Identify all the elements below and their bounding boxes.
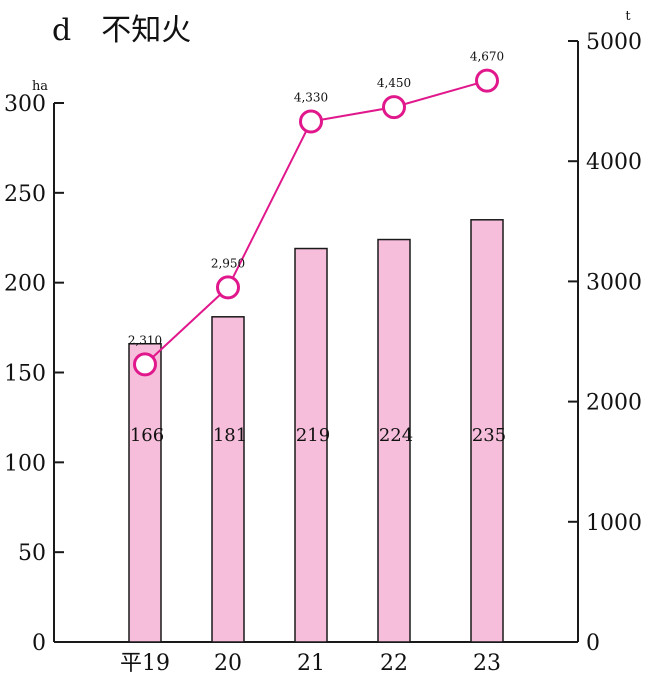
- x-tick-label: 22: [380, 651, 408, 675]
- line-value-labels: 2,310 2,950 4,330 4,450 4,670: [128, 50, 504, 348]
- line-value-label: 4,670: [470, 50, 504, 64]
- left-tick-label: 150: [4, 362, 46, 387]
- left-tick-label: 100: [4, 451, 46, 476]
- left-tick-label: 250: [4, 182, 46, 207]
- left-tick-label: 300: [4, 92, 46, 117]
- bar-value-labels: 166 181 219 224 235: [130, 425, 506, 446]
- line-point: [382, 95, 406, 120]
- bar-value-label: 235: [472, 425, 506, 446]
- line-value-label: 2,310: [128, 333, 162, 347]
- x-axis-labels: 平19 20 21 22 23: [120, 651, 501, 675]
- right-tick-label: 1000: [586, 511, 642, 536]
- x-tick-label: 平19: [120, 651, 170, 675]
- bar-value-label: 166: [130, 425, 164, 446]
- right-axis-unit: t: [625, 9, 631, 24]
- line-point: [133, 352, 157, 377]
- bar-value-label: 219: [296, 425, 330, 446]
- line-point: [216, 275, 240, 300]
- left-axis-unit: ha: [32, 79, 48, 94]
- left-tick-label: 200: [4, 272, 46, 297]
- x-tick-label: 21: [297, 651, 325, 675]
- right-tick-label: 0: [586, 631, 600, 656]
- line-value-label: 4,330: [294, 91, 328, 105]
- bar-value-label: 224: [379, 425, 413, 446]
- line-series: [133, 68, 499, 377]
- left-tick-label: 0: [32, 631, 46, 656]
- line-value-label: 2,950: [211, 256, 245, 270]
- bar-series: [128, 219, 504, 643]
- right-axis-ticks: 0 1000 2000 3000 4000 5000: [568, 30, 642, 656]
- bar-value-label: 181: [213, 425, 247, 446]
- bar: [377, 238, 411, 643]
- left-tick-label: 50: [18, 541, 46, 566]
- left-axis-ticks: 0 50 100 150 200 250 300: [4, 92, 64, 656]
- bar: [294, 247, 328, 643]
- right-tick-label: 2000: [586, 391, 642, 416]
- right-tick-label: 5000: [586, 30, 642, 55]
- bar: [128, 343, 162, 643]
- bar: [470, 219, 504, 643]
- x-tick-label: 23: [473, 651, 501, 675]
- x-tick-label: 20: [214, 651, 242, 675]
- line-point: [299, 109, 323, 134]
- line-point: [475, 68, 499, 93]
- bar: [211, 316, 245, 643]
- chart-title: d 不知火: [52, 13, 191, 48]
- line-value-label: 4,450: [377, 76, 411, 90]
- right-tick-label: 3000: [586, 270, 642, 295]
- right-tick-label: 4000: [586, 150, 642, 175]
